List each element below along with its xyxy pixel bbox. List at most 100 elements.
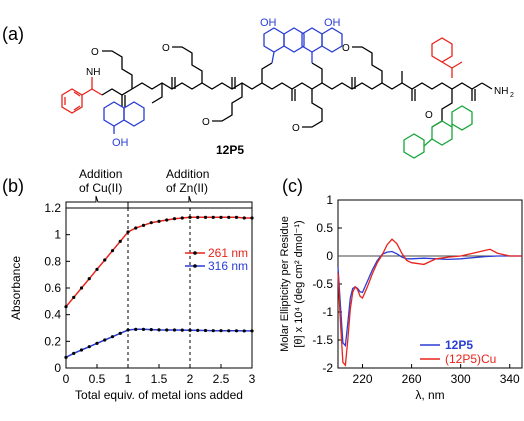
- x-tick-label: 1: [125, 372, 132, 386]
- x-tick-label: 0: [63, 372, 70, 386]
- y-axis-label-line1: Molar Ellipticity per Residue: [279, 216, 291, 352]
- y-axis-label-line2: [θ] x 10⁴ (deg cm² dmol⁻¹): [293, 220, 305, 347]
- addition-zn-line1: Addition: [166, 167, 209, 181]
- data-point: [134, 226, 138, 230]
- data-point: [211, 329, 215, 333]
- y-tick-label: -1.5: [312, 333, 333, 347]
- x-tick-label: 1.5: [151, 372, 168, 386]
- data-point: [79, 286, 84, 290]
- data-point: [64, 305, 68, 309]
- data-point: [188, 215, 192, 219]
- data-point: [157, 328, 161, 332]
- nh2-subscript: 2: [510, 92, 514, 99]
- data-point: [141, 327, 146, 331]
- data-point: [64, 355, 68, 359]
- data-point: [172, 328, 177, 332]
- addition-cu-line1: Addition: [79, 167, 122, 181]
- backbone: [101, 46, 493, 128]
- phenyl-right: [431, 37, 463, 78]
- quinoline-top-right: [301, 27, 343, 63]
- methoxy-label-3: O: [342, 43, 350, 54]
- data-point: [227, 215, 231, 219]
- legend-label-1: 261 nm: [208, 246, 248, 260]
- bracket-cu: [65, 195, 129, 208]
- data-point: [126, 230, 130, 234]
- y-tick-label: 0.4: [44, 308, 61, 322]
- compound-label: 12P5: [216, 143, 244, 157]
- x-tick-label: 2.5: [213, 372, 230, 386]
- data-point: [165, 328, 169, 332]
- data-point: [219, 329, 223, 333]
- addition-cu-line2: of Cu(II): [79, 181, 122, 195]
- series-line-1: [337, 250, 522, 348]
- data-point: [250, 329, 254, 333]
- x-axis-label: Total equiv. of metal ions added: [75, 388, 243, 402]
- quinoline-top-left: [263, 27, 305, 64]
- data-point: [149, 221, 153, 225]
- legend-label-2: (12P5)Cu: [445, 352, 496, 366]
- panel-label-b: (b): [2, 176, 24, 196]
- y-tick-label: 0.2: [44, 334, 61, 348]
- legend-label-2: 316 nm: [208, 259, 248, 273]
- panel-label-c: (c): [282, 176, 303, 196]
- bracket-zn: [127, 195, 253, 208]
- absorbance-chart: 0 0.5 1 1.5 2 2.5 3 0 0.2 0.4 0.6 0.8 1 1.2 Total equi…: [9, 201, 256, 402]
- data-point: [134, 327, 138, 331]
- series-line-2: [65, 328, 252, 358]
- legend-label-1: 12P5: [445, 338, 473, 352]
- data-point: [87, 277, 91, 281]
- data-point: [95, 341, 99, 345]
- x-tick-label: 2: [187, 372, 194, 386]
- oh-top-left-label: OH: [260, 17, 277, 29]
- nh-label: NH: [86, 67, 100, 78]
- data-point: [87, 345, 91, 349]
- y-tick-label: 1.2: [44, 201, 61, 215]
- y-tick-label: 1: [54, 228, 61, 242]
- data-point: [234, 215, 239, 219]
- oh-top-right-label: OH: [324, 17, 341, 29]
- data-point: [196, 215, 200, 219]
- data-point: [72, 295, 76, 299]
- x-tick-label: 220: [353, 372, 373, 386]
- data-point: [165, 218, 169, 222]
- data-point: [103, 258, 107, 262]
- data-point: [203, 215, 208, 219]
- data-point: [79, 348, 84, 352]
- methoxy-label-2: O: [162, 43, 170, 54]
- data-point: [172, 217, 177, 221]
- data-point: [219, 215, 223, 219]
- data-point: [110, 335, 115, 339]
- data-point: [188, 328, 192, 332]
- y-tick-label: 1: [326, 193, 333, 207]
- data-point: [180, 216, 184, 220]
- legend-marker-2: [193, 264, 197, 268]
- ether-o-label: O: [425, 110, 433, 121]
- data-point: [110, 249, 115, 253]
- y-tick-label: 0.6: [44, 281, 61, 295]
- data-point: [234, 329, 239, 333]
- data-point: [196, 328, 200, 332]
- data-point: [242, 216, 246, 220]
- y-tick-label: 0.8: [44, 254, 61, 268]
- terpyridine: [403, 105, 473, 159]
- data-point: [141, 223, 146, 227]
- data-point: [118, 331, 122, 335]
- data-point: [227, 329, 231, 333]
- x-tick-label: 300: [451, 372, 471, 386]
- data-point: [242, 329, 246, 333]
- panel-label-a: (a): [2, 24, 24, 44]
- data-point: [103, 338, 107, 342]
- data-point: [180, 328, 184, 332]
- methoxy-label-1: O: [91, 47, 99, 58]
- data-point: [203, 328, 208, 333]
- legend-marker-1: [193, 251, 197, 255]
- methoxy-label-4: O: [202, 117, 210, 128]
- x-tick-label: 3: [249, 372, 256, 386]
- y-tick-label: 0.5: [316, 221, 333, 235]
- data-point: [95, 267, 99, 271]
- data-point: [72, 351, 76, 355]
- y-axis-label: Absorbance: [9, 256, 23, 320]
- y-tick-label: -0.5: [312, 277, 333, 291]
- nh2-label: NH: [494, 86, 508, 97]
